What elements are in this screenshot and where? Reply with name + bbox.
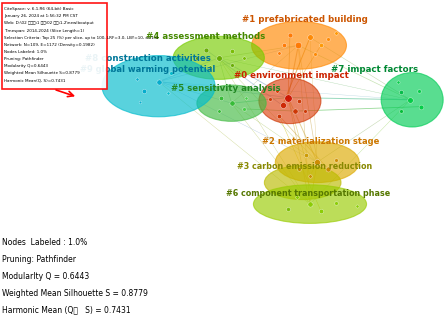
FancyBboxPatch shape — [2, 3, 107, 89]
Point — [275, 113, 283, 118]
Text: Pruning: Pathfinder: Pruning: Pathfinder — [4, 57, 44, 61]
Text: Timespan: 2014-2024 (Slice Length=1): Timespan: 2014-2024 (Slice Length=1) — [4, 29, 85, 32]
Text: January 26, 2024 at 1:56:32 PM CST: January 26, 2024 at 1:56:32 PM CST — [4, 14, 78, 18]
Ellipse shape — [197, 85, 266, 122]
Ellipse shape — [102, 56, 215, 117]
Ellipse shape — [381, 73, 443, 127]
Point — [217, 95, 224, 100]
Point — [301, 109, 308, 114]
Point — [295, 167, 303, 172]
Point — [228, 100, 235, 106]
Text: Modularity Q=0.6443: Modularity Q=0.6443 — [4, 64, 49, 68]
Point — [332, 200, 339, 206]
Point — [275, 51, 283, 56]
Point — [146, 65, 153, 71]
Point — [407, 97, 414, 102]
Point — [307, 173, 314, 178]
Point — [133, 77, 140, 82]
Point — [292, 109, 299, 114]
Text: Nodes  Labeled : 1.0%: Nodes Labeled : 1.0% — [2, 238, 88, 247]
Point — [314, 160, 321, 165]
Point — [228, 62, 235, 67]
Point — [155, 79, 162, 84]
Point — [307, 35, 314, 40]
Point — [325, 167, 332, 172]
Text: Harmonic Mean (Q，   S) = 0.7431: Harmonic Mean (Q， S) = 0.7431 — [2, 306, 131, 315]
Text: CiteSpace: v. 6.1.R6 (64-bit) Basic: CiteSpace: v. 6.1.R6 (64-bit) Basic — [4, 7, 74, 11]
Point — [295, 98, 303, 104]
Text: #9 global warming potential: #9 global warming potential — [80, 65, 215, 74]
Point — [294, 195, 301, 200]
Text: #3 carbon emission reduction: #3 carbon emission reduction — [237, 162, 372, 171]
Point — [137, 99, 144, 105]
Point — [332, 30, 339, 36]
Text: Selection Criteria: Top 25 (%) per slice, up to 100, LRF=3.0, LBY=10, e=1.0: Selection Criteria: Top 25 (%) per slice… — [4, 36, 158, 40]
Point — [284, 95, 291, 100]
Point — [243, 95, 250, 100]
Point — [317, 43, 324, 48]
Point — [303, 153, 310, 158]
Point — [354, 204, 361, 209]
Point — [416, 88, 423, 93]
Point — [287, 33, 294, 38]
Point — [332, 157, 339, 163]
Text: #0 environment impact: #0 environment impact — [235, 72, 349, 80]
Ellipse shape — [275, 142, 359, 183]
Ellipse shape — [254, 185, 367, 224]
Point — [228, 48, 235, 53]
Text: Web: D:\02 研究生\1 代码\02 工作\1-2\newlboutput: Web: D:\02 研究生\1 代码\02 工作\1-2\newlboutpu… — [4, 21, 94, 25]
Text: #2 materialization stage: #2 materialization stage — [262, 137, 380, 146]
Ellipse shape — [173, 36, 264, 79]
Text: #4 assessment methods: #4 assessment methods — [146, 32, 266, 41]
Text: #5 sensitivity analysis: #5 sensitivity analysis — [171, 84, 281, 93]
Point — [284, 206, 291, 211]
Point — [394, 79, 401, 84]
Ellipse shape — [259, 78, 321, 124]
Text: #1 prefabricated building: #1 prefabricated building — [242, 15, 368, 24]
Point — [215, 55, 222, 61]
Point — [398, 89, 405, 95]
Point — [193, 55, 200, 61]
Point — [295, 43, 302, 48]
Point — [202, 47, 210, 52]
Point — [325, 36, 332, 41]
Text: #6 component transportation phase: #6 component transportation phase — [226, 189, 390, 198]
Point — [266, 96, 273, 101]
Point — [274, 88, 281, 93]
Text: Harmonic Mean(Q, S)=0.7431: Harmonic Mean(Q, S)=0.7431 — [4, 78, 66, 82]
Text: Modularlty Q = 0.6443: Modularlty Q = 0.6443 — [2, 272, 89, 281]
Point — [418, 104, 425, 109]
Point — [312, 52, 319, 57]
Ellipse shape — [264, 166, 341, 200]
Text: #8 construction activities: #8 construction activities — [85, 54, 210, 64]
Point — [241, 55, 248, 61]
Point — [279, 103, 286, 108]
Point — [164, 90, 171, 96]
Point — [168, 70, 175, 75]
Point — [141, 88, 148, 93]
Ellipse shape — [251, 21, 347, 69]
Point — [281, 43, 288, 48]
Text: Network: N=109, E=1172 (Density=0.1982): Network: N=109, E=1172 (Density=0.1982) — [4, 43, 95, 47]
Text: Nodes Labeled: 1.0%: Nodes Labeled: 1.0% — [4, 50, 48, 54]
Text: Pruning: Pathfinder: Pruning: Pathfinder — [2, 255, 76, 264]
Text: #7 impact factors: #7 impact factors — [331, 65, 418, 74]
Point — [215, 109, 222, 114]
Point — [317, 208, 324, 214]
Point — [398, 109, 405, 114]
Point — [206, 64, 213, 70]
Text: Weighted Mean Silhouette S=0.8779: Weighted Mean Silhouette S=0.8779 — [4, 71, 80, 75]
Point — [307, 202, 314, 207]
Point — [241, 106, 248, 111]
Text: Weighted Mean Silhouette S = 0.8779: Weighted Mean Silhouette S = 0.8779 — [2, 289, 148, 298]
